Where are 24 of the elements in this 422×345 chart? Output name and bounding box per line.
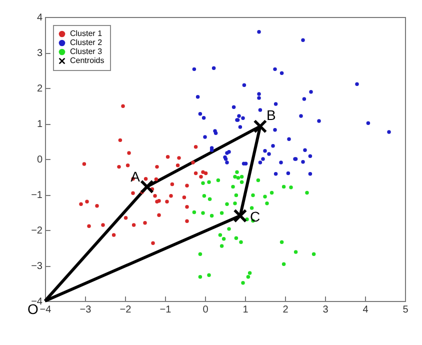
y-tick-label: 1 bbox=[36, 119, 43, 130]
y-tick-label: 3 bbox=[36, 48, 43, 59]
x-tick-label: 5 bbox=[402, 304, 409, 316]
y-tick-label: 4 bbox=[36, 12, 43, 24]
x-tick-label: 2 bbox=[282, 304, 289, 316]
y-tick-label: −1 bbox=[31, 190, 43, 201]
legend-label: Cluster 2 bbox=[70, 38, 103, 47]
x-tick-label: −3 bbox=[80, 304, 92, 316]
annotation: C bbox=[250, 208, 260, 225]
legend-label: Centroids bbox=[70, 56, 104, 65]
legend-label: Cluster 3 bbox=[70, 47, 103, 56]
y-tick-label: −2 bbox=[31, 226, 43, 236]
x-tick-label: 1 bbox=[242, 304, 249, 316]
x-tick-label: 0 bbox=[202, 304, 209, 316]
x-tick-label: 4 bbox=[362, 304, 369, 316]
legend-label: Cluster 1 bbox=[70, 29, 103, 38]
y-tick-label: 0 bbox=[36, 154, 43, 166]
y-tick-label: 2 bbox=[36, 84, 43, 94]
x-tick-label: −2 bbox=[120, 304, 132, 316]
annotation: A bbox=[130, 168, 141, 184]
y-tick-label: −3 bbox=[31, 261, 43, 272]
annotation: B bbox=[266, 107, 276, 124]
x-tick-label: 3 bbox=[322, 304, 329, 316]
x-tick-label: −1 bbox=[160, 304, 172, 316]
